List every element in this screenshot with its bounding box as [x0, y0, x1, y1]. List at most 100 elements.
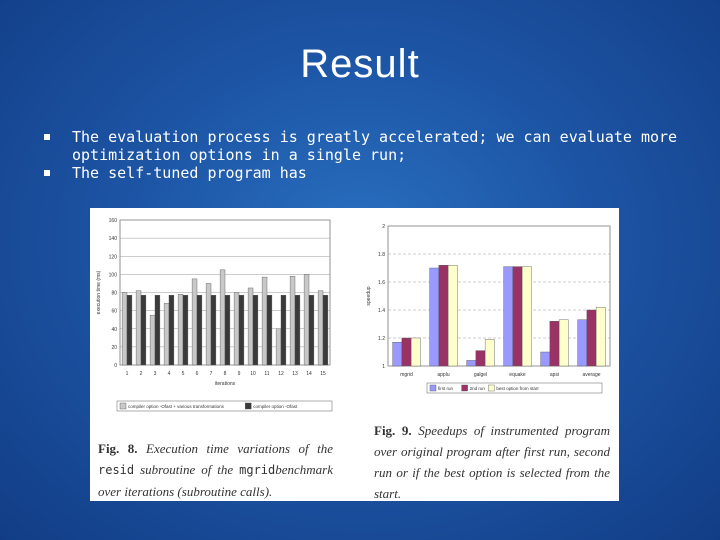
x-tick-label: 5 — [182, 371, 185, 377]
bar — [154, 295, 161, 366]
bullet-item: The evaluation process is greatly accele… — [44, 128, 704, 164]
bar — [182, 295, 189, 366]
bar — [401, 337, 412, 367]
legend-swatch — [244, 402, 252, 410]
x-tick-label: 9 — [238, 371, 241, 377]
bar — [303, 274, 310, 366]
bar — [210, 295, 217, 366]
x-tick-label: mgrid — [400, 372, 413, 378]
x-tick-label: apsi — [550, 372, 559, 378]
x-tick-label: 15 — [320, 371, 326, 377]
y-tick-label: 60 — [111, 309, 117, 315]
legend-entry: compiler option -Ofast + various transfo… — [128, 404, 225, 409]
bar — [233, 292, 240, 366]
x-tick-label: equake — [509, 372, 526, 378]
caption-label: Fig. 9. — [374, 423, 412, 438]
bar — [512, 266, 523, 367]
bar — [224, 295, 231, 366]
x-tick-label: galgel — [474, 372, 487, 378]
bar — [149, 314, 156, 366]
bar — [294, 295, 301, 366]
bullet-item: The self-tuned program has — [44, 164, 704, 182]
y-tick-label: 40 — [111, 327, 117, 333]
bar — [196, 295, 203, 366]
bar — [177, 294, 184, 366]
bar — [438, 265, 449, 367]
x-tick-label: 12 — [278, 371, 284, 377]
legend-box — [426, 382, 603, 394]
x-tick-label: 2 — [140, 371, 143, 377]
legend-entry: first run — [438, 386, 454, 391]
x-tick-label: 11 — [264, 371, 269, 377]
bar — [205, 283, 212, 366]
bar — [140, 295, 147, 366]
bar — [163, 303, 170, 366]
bar — [247, 287, 254, 366]
bar — [475, 350, 486, 367]
figure-8-caption: Fig. 8. Execution time variations of the… — [98, 441, 334, 499]
bar — [280, 295, 287, 366]
execution-time-chart: 0 20 40 60 80 100 120 140 160 execution time (ms)… — [96, 218, 333, 412]
x-tick-label: 4 — [168, 371, 171, 377]
y-tick-label: 80 — [111, 291, 117, 297]
y-tick-label: 100 — [109, 272, 118, 278]
x-tick-label: 1 — [126, 371, 129, 377]
y-tick-label: 1.4 — [378, 308, 385, 314]
bar — [484, 339, 495, 367]
y-tick-label: 1.2 — [378, 336, 385, 342]
square-bullet-icon — [44, 170, 50, 176]
bar — [392, 341, 403, 367]
x-tick-label: average — [582, 372, 600, 378]
bar — [275, 328, 282, 366]
x-tick-label: 14 — [306, 371, 312, 377]
bar — [586, 309, 597, 367]
x-tick-label: 7 — [210, 371, 213, 377]
y-tick-label: 160 — [109, 218, 118, 224]
bar — [447, 265, 458, 367]
bar — [503, 266, 514, 367]
x-tick-label: 6 — [196, 371, 199, 377]
y-axis-label: execution time (ms) — [96, 270, 102, 314]
bar — [168, 295, 175, 366]
bar — [261, 276, 268, 366]
plot-area — [387, 225, 611, 367]
bar — [191, 278, 198, 366]
y-tick-label: 1 — [382, 364, 385, 370]
y-tick-label: 1.8 — [378, 252, 385, 258]
legend-entry: 2nd run — [470, 386, 486, 391]
x-tick-label: 10 — [250, 371, 256, 377]
x-axis-label: iterations — [215, 381, 236, 387]
legend-swatch — [119, 402, 127, 410]
bar — [429, 267, 440, 367]
legend-entry: best option from start — [496, 386, 539, 391]
bullet-text: The evaluation process is greatly accele… — [72, 128, 678, 164]
bar — [549, 320, 560, 367]
bar — [540, 351, 551, 367]
y-tick-label: 2 — [382, 224, 385, 230]
legend-swatch — [429, 384, 437, 392]
bar — [521, 266, 532, 367]
legend-entry: compiler option -Ofast — [253, 404, 298, 409]
bar — [289, 275, 296, 366]
bullet-list: The evaluation process is greatly accele… — [44, 128, 704, 182]
bar — [466, 360, 477, 367]
y-tick-label: 20 — [111, 345, 117, 351]
legend-box — [116, 400, 333, 412]
x-tick-label: 8 — [224, 371, 227, 377]
bar — [322, 295, 329, 366]
slide-title: Result — [300, 42, 420, 86]
bar — [252, 295, 259, 366]
legend-swatch — [461, 384, 468, 392]
bar — [121, 292, 128, 366]
square-bullet-icon — [44, 134, 50, 140]
x-tick-label: applu — [437, 372, 449, 378]
y-tick-label: 140 — [109, 236, 118, 242]
bar — [577, 319, 588, 367]
y-tick-label: 1.6 — [378, 280, 385, 286]
y-tick-label: 0 — [114, 363, 117, 369]
speedup-chart: 1 1.2 1.4 1.6 1.8 2 speedup mgrid applu galgel equ… — [366, 224, 611, 394]
bar — [238, 295, 245, 366]
bar — [317, 290, 324, 366]
y-tick-label: 120 — [109, 254, 118, 260]
caption-label: Fig. 8. — [98, 441, 138, 456]
